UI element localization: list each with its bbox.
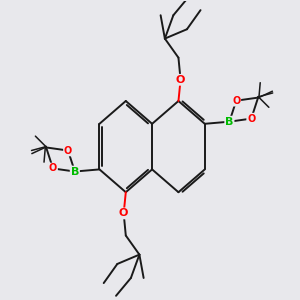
Text: B: B [225,117,234,127]
Text: O: O [119,208,128,218]
Text: B: B [71,167,79,176]
Text: O: O [247,114,255,124]
Text: O: O [64,146,72,155]
Text: O: O [49,164,57,173]
Text: O: O [176,75,185,85]
Text: O: O [232,96,240,106]
